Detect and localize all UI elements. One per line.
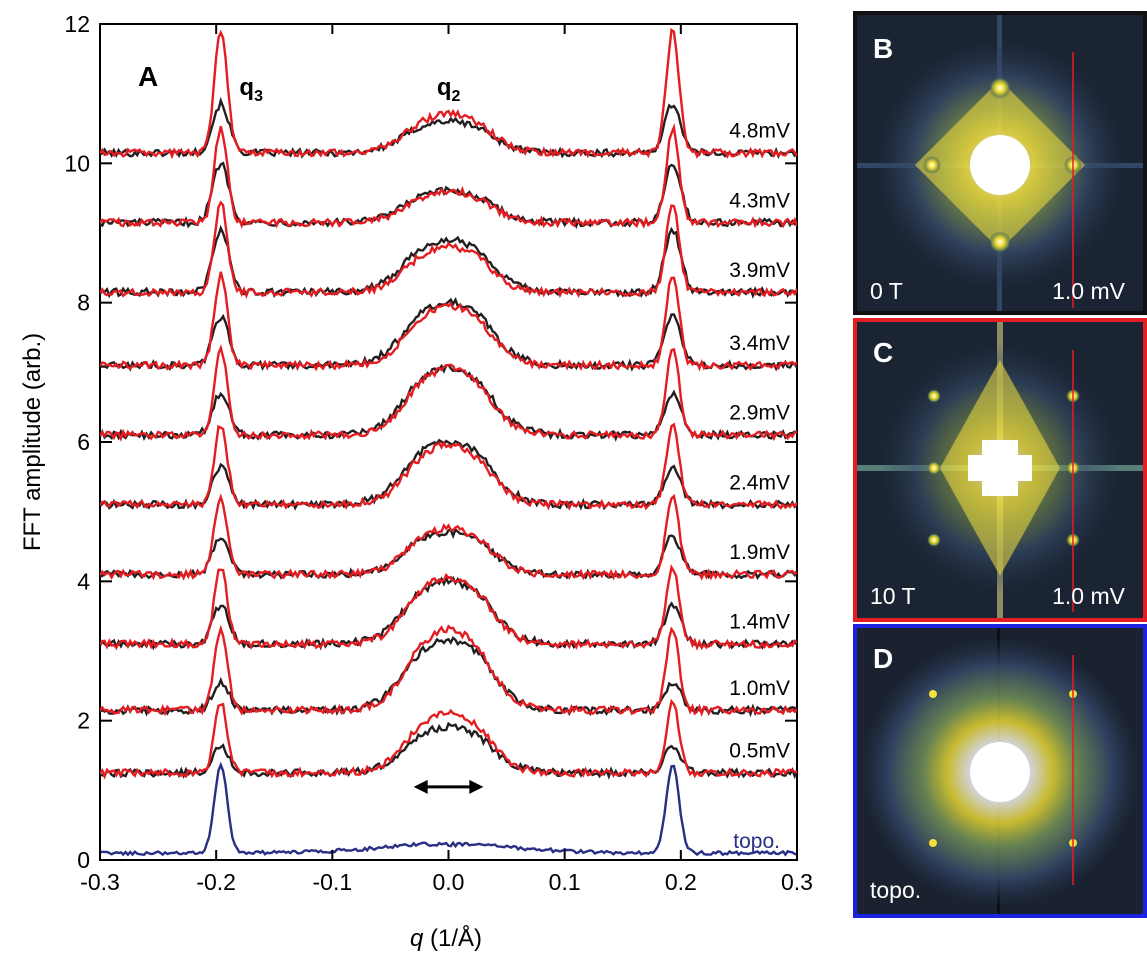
energy-label: 4.8mV xyxy=(729,120,790,143)
axes-group: -0.3 -0.2 -0.1 0.0 0.1 0.2 0.3 0 2 4 6 8 10 12 xyxy=(64,11,813,895)
panel-c-field: 10 T xyxy=(870,583,916,609)
curve-10t-1.4mV xyxy=(100,563,797,651)
curve-0t-1.4mV xyxy=(100,575,797,651)
curve-10t-2.9mV xyxy=(100,344,797,442)
curve-0t-4.8mV xyxy=(100,96,797,159)
energy-label: 4.3mV xyxy=(729,189,790,212)
x-tick-label: -0.1 xyxy=(313,869,353,895)
curve-10t-1.0mV xyxy=(100,624,797,717)
panel-b-peak-left xyxy=(923,156,941,174)
panel-c-label: C xyxy=(873,337,893,368)
curve-10t-4.3mV xyxy=(100,122,797,229)
energy-label: 3.9mV xyxy=(729,259,790,282)
y-axis-title: FFT amplitude (arb.) xyxy=(19,333,46,551)
y-tick-label: 0 xyxy=(77,847,90,873)
x-tick-label: 0.0 xyxy=(433,869,465,895)
annotations-group: 4.8mV 4.3mV 3.9mV 3.4mV 2.9mV 2.4mV 1.9mV 1.4mV… xyxy=(239,74,790,853)
energy-label: 0.5mV xyxy=(729,740,790,763)
curve-10t-1.9mV xyxy=(100,493,797,581)
y-tick-label: 6 xyxy=(77,429,90,455)
energy-label: 2.9mV xyxy=(729,402,790,425)
panel-d-center xyxy=(970,742,1030,802)
energy-label: 3.4mV xyxy=(729,332,790,355)
energy-label: 2.4mV xyxy=(729,471,790,494)
x-tick-label: 0.3 xyxy=(781,869,813,895)
energy-label: 1.0mV xyxy=(729,677,790,700)
curve-0t-0.5mV xyxy=(100,721,797,780)
peak-label: q2 xyxy=(437,74,461,105)
panel-a-label: A xyxy=(138,61,158,92)
energy-label: 1.9mV xyxy=(729,541,790,564)
fft-panel-b: B 0 T 1.0 mV xyxy=(853,11,1147,315)
y-tick-label: 8 xyxy=(77,290,90,316)
panel-d-peak-tl xyxy=(929,690,937,698)
panel-c-center-h xyxy=(968,455,1032,481)
curve-0t-3.4mV xyxy=(100,296,797,373)
panel-d-peak-bl xyxy=(929,839,937,847)
panel-b-energy: 1.0 mV xyxy=(1052,278,1126,304)
curve-0t-1.0mV xyxy=(100,635,797,718)
y-tick-label: 12 xyxy=(64,11,90,37)
y-tick-label: 2 xyxy=(77,708,90,734)
width-arrow-left-head xyxy=(413,779,428,794)
panel-c-energy: 1.0 mV xyxy=(1052,583,1126,609)
x-axis-title: q (1/Å) xyxy=(410,924,482,952)
curve-10t-0.5mV xyxy=(100,698,797,780)
curves-group xyxy=(100,28,797,857)
panel-b-peak-bottom xyxy=(989,231,1011,253)
curve-10t-4.8mV xyxy=(100,28,797,160)
energy-label: 1.4mV xyxy=(729,611,790,634)
x-tick-label: -0.2 xyxy=(196,869,236,895)
curve-topo xyxy=(100,761,797,857)
fft-panel-d: D topo. xyxy=(853,624,1147,918)
panel-c-peak-left xyxy=(927,461,941,475)
curve-10t-2.4mV xyxy=(100,422,797,511)
panel-d-label: D xyxy=(873,643,893,674)
panel-b-label: B xyxy=(873,33,893,64)
panel-b-center xyxy=(970,135,1030,195)
curve-10t-3.4mV xyxy=(100,271,797,372)
width-arrow-right-head xyxy=(469,779,484,794)
fft-panel-c: C 10 T 1.0 mV xyxy=(853,318,1147,622)
x-tick-label: 0.1 xyxy=(549,869,581,895)
topo-label: topo. xyxy=(733,830,780,853)
x-tick-label: 0.2 xyxy=(665,869,697,895)
panel-b-field: 0 T xyxy=(870,278,903,304)
panel-c-peak-tl xyxy=(927,389,941,403)
panel-d-topo: topo. xyxy=(870,877,921,903)
panel-c-peak-bl xyxy=(927,533,941,547)
curve-10t-3.9mV xyxy=(100,200,797,300)
curve-0t-2.4mV xyxy=(100,438,797,511)
peak-label: q3 xyxy=(239,74,263,105)
curve-0t-1.9mV xyxy=(100,527,797,581)
y-tick-label: 10 xyxy=(64,150,90,176)
panel-b-peak-top xyxy=(989,77,1011,99)
y-tick-label: 4 xyxy=(77,568,90,594)
x-tick-label: -0.3 xyxy=(80,869,120,895)
